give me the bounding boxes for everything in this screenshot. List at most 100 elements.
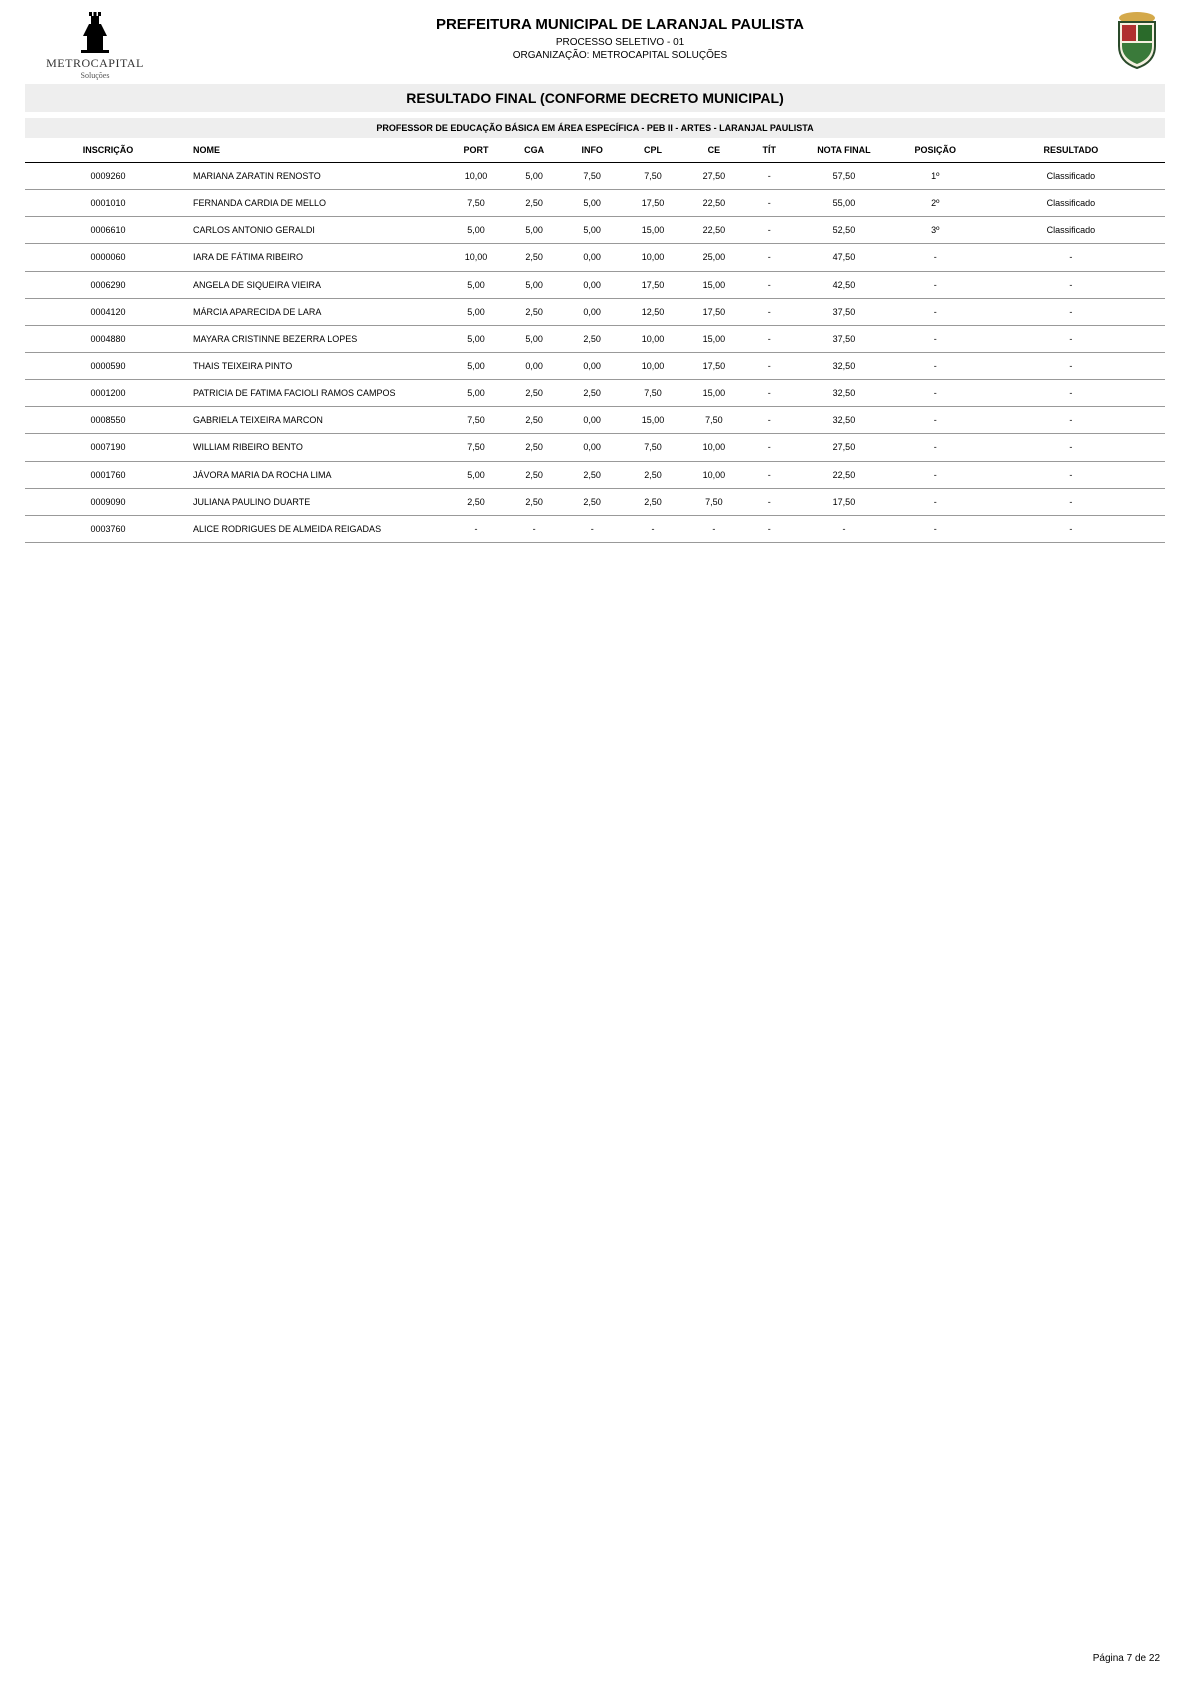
th-cga: CGA xyxy=(506,138,561,163)
cell-resultado: - xyxy=(977,515,1165,542)
cell-cpl: 2,50 xyxy=(623,488,684,515)
cell-port: 2,50 xyxy=(446,488,507,515)
cell-resultado: - xyxy=(977,434,1165,461)
table-row: 0009260MARIANA ZARATIN RENOSTO10,005,007… xyxy=(25,163,1165,190)
cell-nome: FERNANDA CARDIA DE MELLO xyxy=(191,190,446,217)
cell-tit: - xyxy=(744,271,794,298)
table-row: 0004120MÁRCIA APARECIDA DE LARA5,002,500… xyxy=(25,298,1165,325)
table-row: 0008550GABRIELA TEIXEIRA MARCON7,502,500… xyxy=(25,407,1165,434)
cell-ce: 15,00 xyxy=(683,380,744,407)
cell-ce: 17,50 xyxy=(683,298,744,325)
cell-ce: 22,50 xyxy=(683,190,744,217)
table-row: 0000590THAIS TEIXEIRA PINTO5,000,000,001… xyxy=(25,352,1165,379)
cell-nota-final: 55,00 xyxy=(794,190,894,217)
cell-posicao: - xyxy=(894,461,977,488)
cell-info: 0,00 xyxy=(562,434,623,461)
cell-nome: JULIANA PAULINO DUARTE xyxy=(191,488,446,515)
category-bar: PROFESSOR DE EDUCAÇÃO BÁSICA EM ÁREA ESP… xyxy=(25,118,1165,138)
table-row: 0001010FERNANDA CARDIA DE MELLO7,502,505… xyxy=(25,190,1165,217)
cell-port: 10,00 xyxy=(446,163,507,190)
cell-nome: IARA DE FÁTIMA RIBEIRO xyxy=(191,244,446,271)
cell-cpl: 7,50 xyxy=(623,163,684,190)
cell-port: 5,00 xyxy=(446,217,507,244)
cell-tit: - xyxy=(744,434,794,461)
header-center: PREFEITURA MUNICIPAL DE LARANJAL PAULIST… xyxy=(165,10,1075,61)
cell-nome: PATRICIA DE FATIMA FACIOLI RAMOS CAMPOS xyxy=(191,380,446,407)
cell-cga: 5,00 xyxy=(506,271,561,298)
cell-cpl: 2,50 xyxy=(623,461,684,488)
cell-info: 2,50 xyxy=(562,380,623,407)
page-title: PREFEITURA MUNICIPAL DE LARANJAL PAULIST… xyxy=(165,16,1075,33)
cell-port: 5,00 xyxy=(446,271,507,298)
cell-port: - xyxy=(446,515,507,542)
cell-cga: 5,00 xyxy=(506,325,561,352)
cell-posicao: - xyxy=(894,434,977,461)
table-row: 0001760JÁVORA MARIA DA ROCHA LIMA5,002,5… xyxy=(25,461,1165,488)
cell-nome: MAYARA CRISTINNE BEZERRA LOPES xyxy=(191,325,446,352)
cell-nome: GABRIELA TEIXEIRA MARCON xyxy=(191,407,446,434)
cell-ce: 10,00 xyxy=(683,434,744,461)
cell-cga: 2,50 xyxy=(506,488,561,515)
cell-info: - xyxy=(562,515,623,542)
cell-cga: 2,50 xyxy=(506,461,561,488)
cell-ce: 7,50 xyxy=(683,488,744,515)
table-body: 0009260MARIANA ZARATIN RENOSTO10,005,007… xyxy=(25,163,1165,543)
cell-cga: 2,50 xyxy=(506,434,561,461)
cell-tit: - xyxy=(744,461,794,488)
cell-cpl: 10,00 xyxy=(623,244,684,271)
cell-posicao: - xyxy=(894,325,977,352)
cell-nome: CARLOS ANTONIO GERALDI xyxy=(191,217,446,244)
cell-tit: - xyxy=(744,190,794,217)
cell-inscricao: 0000590 xyxy=(25,352,191,379)
cell-inscricao: 0009090 xyxy=(25,488,191,515)
cell-info: 0,00 xyxy=(562,407,623,434)
cell-cpl: 12,50 xyxy=(623,298,684,325)
cell-posicao: - xyxy=(894,488,977,515)
cell-resultado: - xyxy=(977,271,1165,298)
cell-ce: 25,00 xyxy=(683,244,744,271)
th-ce: CE xyxy=(683,138,744,163)
cell-resultado: - xyxy=(977,461,1165,488)
cell-nota-final: 27,50 xyxy=(794,434,894,461)
cell-tit: - xyxy=(744,380,794,407)
cell-resultado: - xyxy=(977,380,1165,407)
cell-cpl: 15,00 xyxy=(623,407,684,434)
cell-tit: - xyxy=(744,325,794,352)
cell-tit: - xyxy=(744,407,794,434)
result-title-bar: RESULTADO FINAL (CONFORME DECRETO MUNICI… xyxy=(25,84,1165,112)
cell-port: 10,00 xyxy=(446,244,507,271)
th-resultado: RESULTADO xyxy=(977,138,1165,163)
cell-ce: 10,00 xyxy=(683,461,744,488)
cell-cga: 2,50 xyxy=(506,298,561,325)
cell-tit: - xyxy=(744,298,794,325)
cell-info: 0,00 xyxy=(562,244,623,271)
cell-posicao: 3º xyxy=(894,217,977,244)
cell-ce: 7,50 xyxy=(683,407,744,434)
table-row: 0007190WILLIAM RIBEIRO BENTO7,502,500,00… xyxy=(25,434,1165,461)
subtitle-1: PROCESSO SELETIVO - 01 xyxy=(165,37,1075,48)
cell-port: 7,50 xyxy=(446,190,507,217)
cell-ce: 15,00 xyxy=(683,325,744,352)
table-row: 0006290ANGELA DE SIQUEIRA VIEIRA5,005,00… xyxy=(25,271,1165,298)
cell-resultado: - xyxy=(977,407,1165,434)
table-header: INSCRIÇÃO NOME PORT CGA INFO CPL CE TÍT … xyxy=(25,138,1165,163)
cell-port: 7,50 xyxy=(446,407,507,434)
cell-cga: 2,50 xyxy=(506,244,561,271)
cell-cpl: 7,50 xyxy=(623,434,684,461)
cell-resultado: - xyxy=(977,325,1165,352)
page-footer: Página 7 de 22 xyxy=(1093,1653,1160,1664)
cell-inscricao: 0001200 xyxy=(25,380,191,407)
cell-info: 5,00 xyxy=(562,190,623,217)
cell-info: 7,50 xyxy=(562,163,623,190)
cell-inscricao: 0007190 xyxy=(25,434,191,461)
cell-info: 0,00 xyxy=(562,271,623,298)
cell-ce: 15,00 xyxy=(683,271,744,298)
th-cpl: CPL xyxy=(623,138,684,163)
th-posicao: POSIÇÃO xyxy=(894,138,977,163)
cell-cpl: 7,50 xyxy=(623,380,684,407)
cell-nota-final: 32,50 xyxy=(794,380,894,407)
cell-resultado: Classificado xyxy=(977,190,1165,217)
cell-cga: 2,50 xyxy=(506,407,561,434)
header: METROCAPITAL Soluções PREFEITURA MUNICIP… xyxy=(25,10,1165,80)
cell-posicao: 2º xyxy=(894,190,977,217)
